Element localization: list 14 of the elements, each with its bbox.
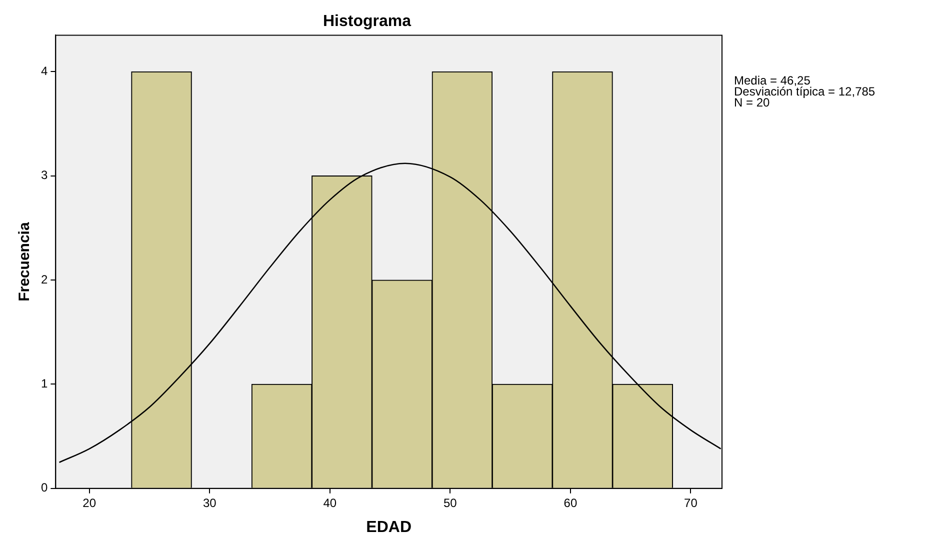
x-tick-label: 70 — [684, 496, 698, 510]
y-tick-label: 4 — [40, 64, 48, 78]
x-axis-title: EDAD — [366, 518, 412, 536]
y-tick-label: 1 — [40, 376, 48, 391]
x-tick-label: 20 — [82, 496, 96, 510]
y-tick-label: 0 — [40, 480, 48, 495]
y-axis-title: Frecuencia — [16, 222, 34, 302]
y-tick-label: 3 — [40, 168, 48, 182]
x-tick-label: 30 — [202, 496, 217, 510]
x-tick-label: 40 — [323, 496, 337, 510]
y-tick-label: 2 — [40, 272, 48, 286]
x-tick-label: 60 — [564, 496, 578, 510]
chart-title: Histograma — [322, 13, 412, 30]
x-tick-label: 50 — [444, 496, 458, 510]
